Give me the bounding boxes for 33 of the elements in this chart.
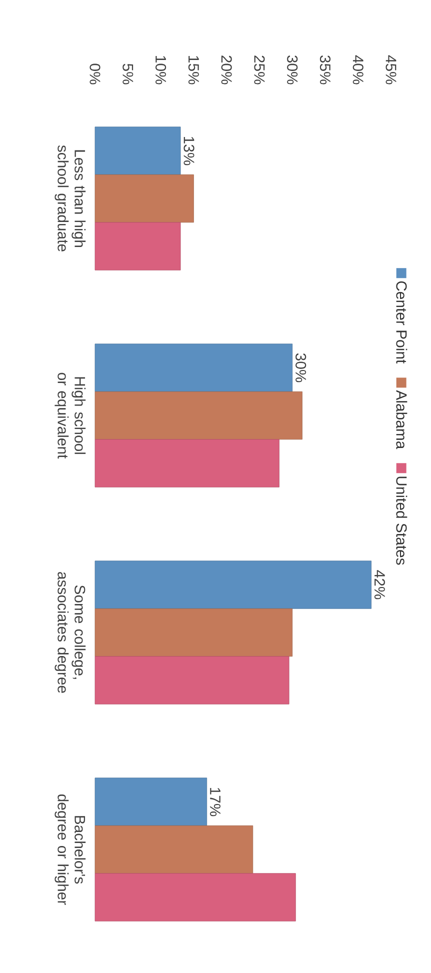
- legend-label: Alabama: [396, 390, 408, 450]
- y-tick-label: Some college, associates degree: [54, 572, 86, 693]
- data-label: 42%: [374, 570, 385, 600]
- data-label: 13%: [184, 136, 194, 166]
- x-tick-label: 20%: [221, 56, 232, 84]
- bar: [94, 344, 293, 392]
- x-tick-label: 15%: [188, 56, 199, 84]
- legend-label: United States: [396, 476, 408, 565]
- data-label: 17%: [210, 788, 220, 816]
- bar: [94, 656, 290, 704]
- y-tick-label: Less than high school graduate: [54, 145, 86, 252]
- bar: [94, 222, 181, 270]
- bar: [94, 439, 280, 488]
- x-tick-label: 0%: [90, 64, 100, 84]
- x-tick-label: 30%: [287, 55, 298, 84]
- bar: [94, 391, 302, 440]
- y-tick-label: Bachelor's degree or higher: [54, 794, 86, 905]
- x-tick-label: 10%: [155, 56, 166, 84]
- x-tick-label: 35%: [320, 55, 331, 84]
- x-tick-label: 25%: [254, 56, 265, 84]
- bar: [94, 778, 208, 826]
- bar: [94, 608, 293, 657]
- bar: [94, 825, 254, 874]
- bar: [94, 873, 296, 922]
- data-label: 30%: [296, 353, 306, 382]
- legend-label: Center Point: [396, 281, 408, 364]
- x-tick-label: 40%: [352, 55, 364, 84]
- bar: [94, 126, 181, 175]
- x-tick-label: 5%: [122, 64, 134, 84]
- x-tick-label: 45%: [386, 55, 396, 84]
- y-tick-label: High school or equivalent: [54, 372, 86, 459]
- bar: [94, 174, 194, 223]
- bar: [94, 560, 372, 609]
